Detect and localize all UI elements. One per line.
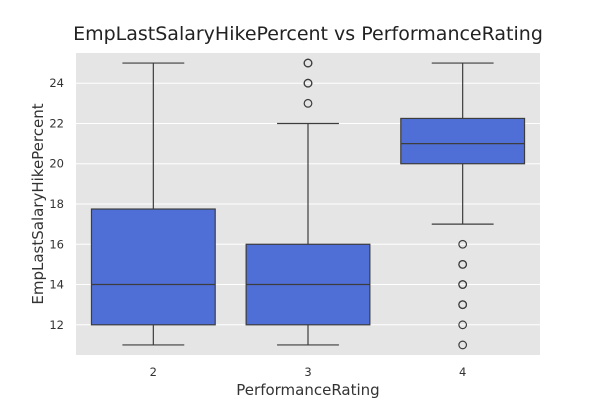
y-tick-label: 12 <box>49 318 64 332</box>
y-tick-label: 18 <box>49 197 64 211</box>
outlier-point <box>458 260 468 269</box>
outlier-point <box>458 320 468 330</box>
iqr-box <box>400 117 526 165</box>
box-3 <box>245 58 371 346</box>
y-tick-label: 22 <box>49 116 64 130</box>
outlier-point <box>303 58 313 68</box>
y-tick-labels: 12 14 16 18 20 22 24 <box>49 76 64 332</box>
x-axis-label: PerformanceRating <box>236 381 379 399</box>
x-tick-label: 2 <box>150 365 157 379</box>
outlier-point <box>458 340 468 350</box>
y-axis-label: EmpLastSalaryHikePercent <box>29 103 47 304</box>
outlier-point <box>458 280 468 289</box>
chart-title: EmpLastSalaryHikePercent vs PerformanceR… <box>73 23 543 45</box>
y-tick-label: 24 <box>49 76 64 90</box>
y-tick-label: 14 <box>49 278 64 292</box>
y-tick-label: 16 <box>49 237 64 251</box>
box-2 <box>90 62 216 346</box>
x-tick-labels: 2 3 4 <box>150 365 467 379</box>
iqr-box <box>90 208 216 326</box>
y-tick-label: 20 <box>49 157 64 171</box>
box-4 <box>400 62 526 350</box>
x-tick-label: 3 <box>304 365 311 379</box>
outlier-point <box>458 300 468 310</box>
x-tick-label: 4 <box>459 365 466 379</box>
outlier-point <box>458 239 468 249</box>
outlier-point <box>303 78 313 88</box>
box-series <box>90 58 526 350</box>
outlier-point <box>303 98 313 108</box>
